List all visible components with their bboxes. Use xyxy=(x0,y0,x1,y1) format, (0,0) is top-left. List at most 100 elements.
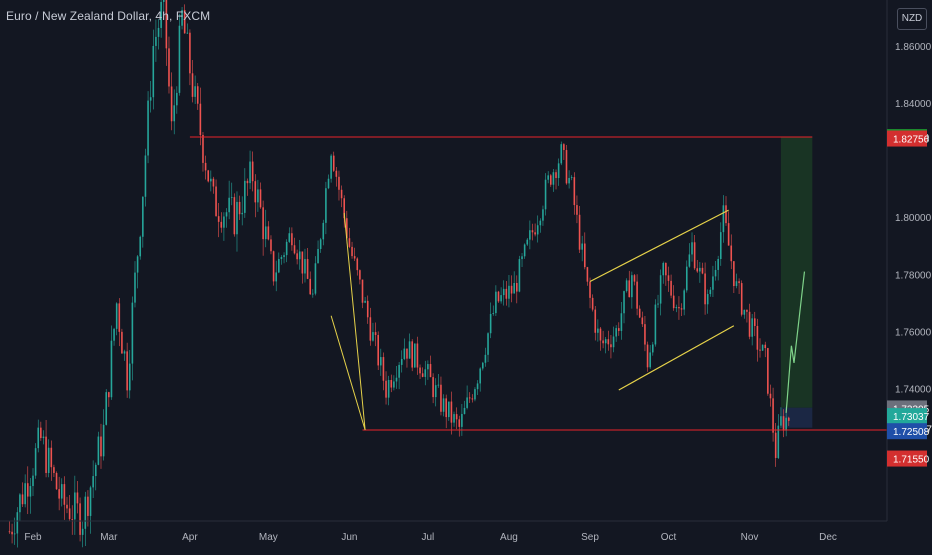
candle-body xyxy=(128,363,131,391)
candle-body xyxy=(356,258,359,271)
candle-body xyxy=(434,385,437,398)
candle-body xyxy=(34,448,37,476)
candle-body xyxy=(529,230,531,240)
y-tick-label: 1.86000 xyxy=(895,42,932,53)
candle-body xyxy=(787,417,790,421)
candle-body xyxy=(761,344,764,351)
x-tick-label: Nov xyxy=(741,532,759,543)
candle-body xyxy=(683,290,685,310)
candle-body xyxy=(706,294,709,305)
candle-body xyxy=(121,331,123,354)
price-label[interactable]: 1.73037 xyxy=(887,408,930,425)
price-label-text: 1.82756 xyxy=(893,135,930,146)
candle-body xyxy=(196,86,199,104)
candle-body xyxy=(332,155,335,171)
candle-body xyxy=(131,302,134,364)
candle-body xyxy=(390,379,393,388)
candle-body xyxy=(377,335,379,366)
candle-body xyxy=(476,383,479,390)
candle-body xyxy=(487,333,489,355)
candle-body xyxy=(217,216,220,222)
candle-body xyxy=(267,226,270,240)
candle-body xyxy=(581,243,583,250)
candle-body xyxy=(474,389,476,400)
candle-body xyxy=(400,359,403,365)
candle-body xyxy=(241,212,244,215)
candle-body xyxy=(304,259,306,274)
candle-body xyxy=(691,242,693,255)
candle-body xyxy=(134,272,136,303)
x-tick-label: Apr xyxy=(182,532,198,543)
candle-body xyxy=(351,246,353,257)
candle-body xyxy=(408,341,411,359)
candle-body xyxy=(471,398,474,400)
candle-body xyxy=(288,233,291,242)
candle-body xyxy=(727,223,730,246)
candle-body xyxy=(573,177,576,206)
candle-body xyxy=(638,308,641,318)
candle-body xyxy=(16,512,19,534)
x-tick-label: May xyxy=(259,532,278,543)
candle-body xyxy=(275,272,278,282)
candle-body xyxy=(55,472,58,490)
candle-body xyxy=(246,180,249,184)
candle-body xyxy=(767,348,769,394)
candle-body xyxy=(298,251,301,260)
falling-trend-line[interactable] xyxy=(330,212,366,431)
candle-body xyxy=(293,245,296,254)
price-label[interactable]: 1.82756 xyxy=(887,130,930,147)
candle-body xyxy=(570,177,573,178)
candle-body xyxy=(523,244,526,257)
candle-body xyxy=(149,97,152,101)
candle-body xyxy=(322,222,325,240)
candle-body xyxy=(565,150,568,184)
candle-body xyxy=(60,484,63,499)
candle-body xyxy=(461,413,463,427)
candle-body xyxy=(667,275,670,281)
candle-body xyxy=(495,291,497,314)
candle-body xyxy=(108,392,110,398)
price-label[interactable]: 1.71550 xyxy=(887,450,930,467)
candle-body xyxy=(210,178,212,182)
candle-body xyxy=(168,48,170,87)
projection-path[interactable] xyxy=(785,271,806,413)
candle-body xyxy=(510,285,513,294)
candle-body xyxy=(144,155,147,197)
channel-upper-line[interactable] xyxy=(589,209,729,283)
candle-body xyxy=(382,357,385,381)
channel-lower-line[interactable] xyxy=(618,325,735,391)
candle-body xyxy=(612,336,615,348)
candle-body xyxy=(769,393,772,399)
candle-body xyxy=(380,357,382,366)
candle-body xyxy=(497,291,500,302)
currency-badge[interactable]: NZD xyxy=(897,8,927,30)
candle-body xyxy=(29,486,32,497)
price-label[interactable]: 1.72508 xyxy=(887,423,930,440)
candle-body xyxy=(722,205,725,233)
candle-body xyxy=(58,489,60,499)
candle-body xyxy=(123,351,126,354)
candle-body xyxy=(170,86,173,122)
candle-body xyxy=(343,198,346,219)
candle-body xyxy=(484,354,487,363)
candle-body xyxy=(714,269,717,277)
candle-body xyxy=(194,86,196,97)
x-tick-label: Jul xyxy=(421,532,434,543)
candle-body xyxy=(291,233,293,246)
candle-body xyxy=(555,172,557,179)
candle-body xyxy=(583,243,586,268)
x-tick-label: Feb xyxy=(24,532,42,543)
x-tick-label: Mar xyxy=(100,532,118,543)
candle-body xyxy=(325,188,327,223)
candle-body xyxy=(482,362,484,369)
candle-body xyxy=(136,256,139,273)
candle-body xyxy=(283,255,285,258)
candle-body xyxy=(777,425,780,458)
candle-body xyxy=(155,36,157,46)
candle-body xyxy=(518,259,521,292)
candle-body xyxy=(244,180,246,213)
candle-body xyxy=(306,259,309,279)
